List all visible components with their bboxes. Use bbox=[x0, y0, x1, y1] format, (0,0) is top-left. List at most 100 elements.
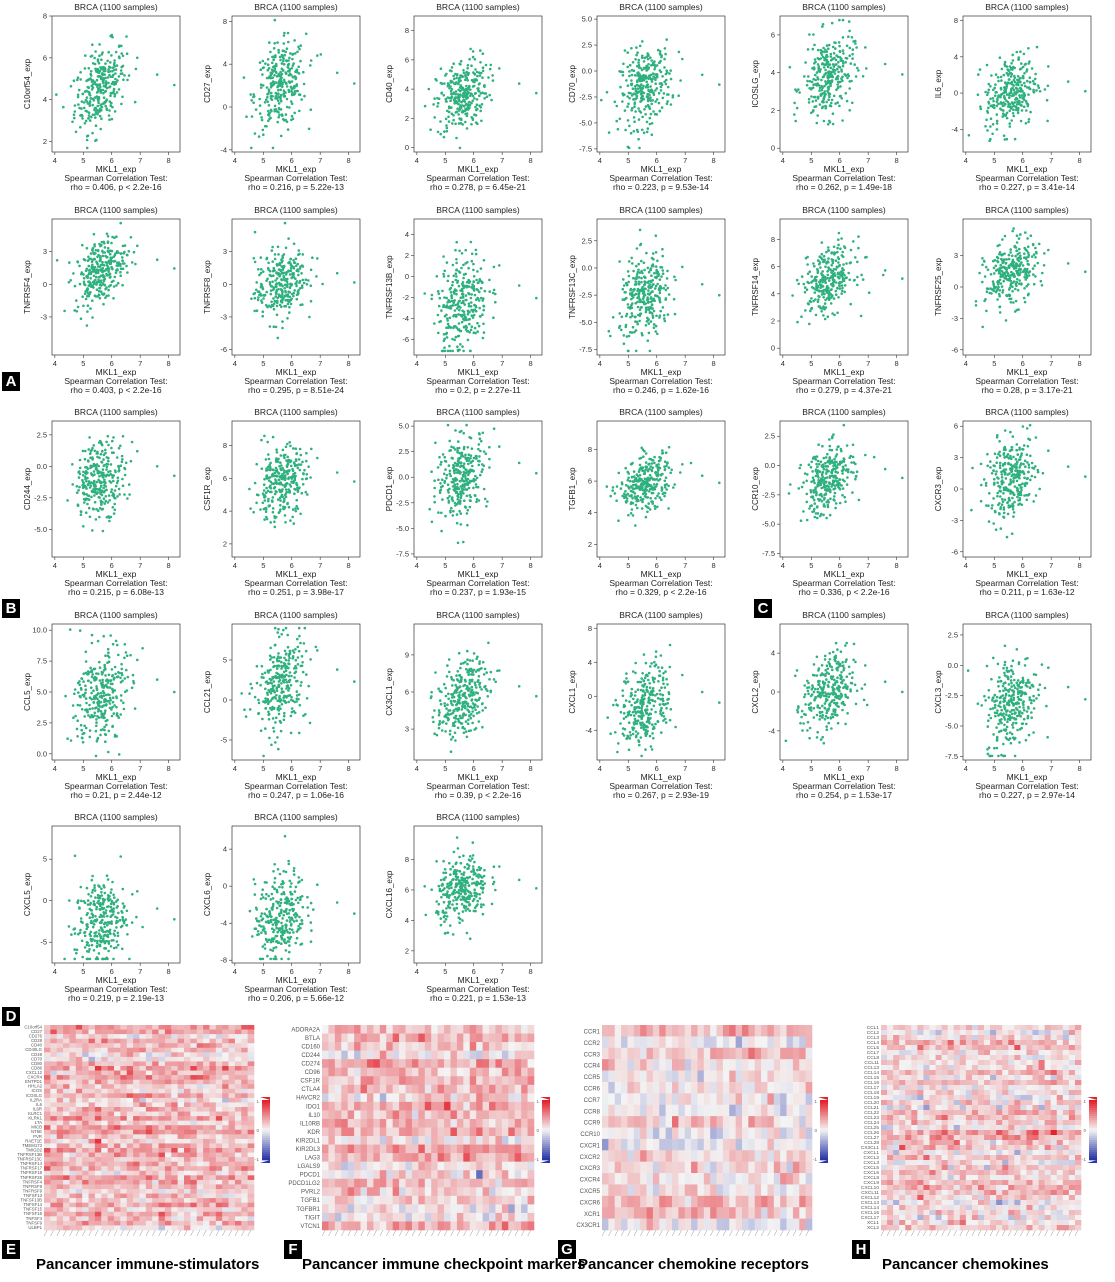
data-point bbox=[652, 91, 655, 94]
data-point bbox=[831, 99, 834, 102]
data-point bbox=[1010, 298, 1013, 301]
x-tick-label: 5 bbox=[626, 156, 630, 165]
data-point bbox=[96, 288, 99, 291]
data-point bbox=[674, 279, 677, 282]
data-point bbox=[483, 259, 486, 262]
data-point bbox=[423, 292, 426, 295]
data-point bbox=[284, 521, 287, 524]
data-point bbox=[443, 270, 446, 273]
data-point bbox=[1001, 238, 1004, 241]
data-point bbox=[100, 503, 103, 506]
data-point bbox=[78, 476, 81, 479]
data-point bbox=[283, 63, 286, 66]
data-point bbox=[838, 282, 841, 285]
data-point bbox=[1010, 280, 1013, 283]
data-point bbox=[267, 498, 270, 501]
data-point bbox=[1033, 283, 1036, 286]
data-point bbox=[457, 83, 460, 86]
y-tick-label: 4 bbox=[223, 507, 227, 516]
data-point bbox=[443, 136, 446, 139]
data-point bbox=[490, 64, 493, 67]
data-point bbox=[1033, 253, 1036, 256]
data-point bbox=[90, 97, 93, 100]
data-point bbox=[115, 235, 118, 238]
data-point bbox=[89, 101, 92, 104]
data-point bbox=[647, 280, 650, 283]
data-point bbox=[102, 508, 105, 511]
scatter-title: BRCA (1100 samples) bbox=[436, 407, 520, 417]
data-point bbox=[475, 501, 478, 504]
data-point bbox=[299, 469, 302, 472]
data-point bbox=[440, 309, 443, 312]
data-point bbox=[826, 260, 829, 263]
data-point bbox=[1026, 260, 1029, 263]
data-point bbox=[275, 482, 278, 485]
data-point bbox=[449, 100, 452, 103]
x-tick-label: 8 bbox=[167, 359, 171, 368]
data-point bbox=[1012, 94, 1015, 97]
data-point bbox=[302, 253, 305, 256]
data-point bbox=[455, 241, 458, 244]
data-point bbox=[864, 256, 867, 259]
data-point bbox=[650, 296, 653, 299]
data-point bbox=[112, 506, 115, 509]
data-point bbox=[658, 102, 661, 105]
data-point bbox=[113, 63, 116, 66]
data-point bbox=[305, 452, 308, 455]
data-point bbox=[100, 109, 103, 112]
data-point bbox=[473, 78, 476, 81]
data-point bbox=[336, 471, 339, 474]
data-point bbox=[86, 147, 89, 150]
data-point bbox=[498, 445, 501, 448]
data-point bbox=[458, 328, 461, 331]
data-point bbox=[99, 284, 102, 287]
data-point bbox=[464, 249, 467, 252]
y-tick-label: -2 bbox=[402, 293, 409, 302]
data-point bbox=[1000, 88, 1003, 91]
data-point bbox=[822, 296, 825, 299]
data-point bbox=[447, 275, 450, 278]
data-point bbox=[98, 84, 101, 87]
data-point bbox=[992, 89, 995, 92]
data-point bbox=[270, 92, 273, 95]
data-point bbox=[837, 65, 840, 68]
data-point bbox=[466, 457, 469, 460]
data-point bbox=[650, 64, 653, 67]
data-point bbox=[77, 504, 80, 507]
data-point bbox=[260, 272, 263, 275]
data-point bbox=[808, 270, 811, 273]
data-point bbox=[287, 237, 290, 240]
data-point bbox=[816, 285, 819, 288]
data-point bbox=[618, 70, 621, 73]
data-point bbox=[295, 510, 298, 513]
data-point bbox=[835, 59, 838, 62]
data-point bbox=[457, 97, 460, 100]
data-point bbox=[306, 283, 309, 286]
data-point bbox=[289, 296, 292, 299]
data-point bbox=[281, 285, 284, 288]
data-point bbox=[981, 257, 984, 260]
y-tick-label: -5.0 bbox=[579, 318, 592, 327]
data-point bbox=[99, 266, 102, 269]
data-point bbox=[291, 67, 294, 70]
data-point bbox=[465, 85, 468, 88]
data-point bbox=[851, 53, 854, 56]
data-point bbox=[106, 463, 109, 466]
data-point bbox=[626, 51, 629, 54]
x-tick-label: 8 bbox=[347, 359, 351, 368]
data-point bbox=[298, 110, 301, 113]
data-point bbox=[457, 89, 460, 92]
data-point bbox=[462, 284, 465, 287]
data-point bbox=[74, 285, 77, 288]
data-point bbox=[460, 297, 463, 300]
data-point bbox=[85, 110, 88, 113]
data-point bbox=[291, 58, 294, 61]
data-point bbox=[624, 490, 627, 493]
data-point bbox=[316, 257, 319, 260]
data-point bbox=[268, 505, 271, 508]
data-point bbox=[468, 85, 471, 88]
data-point bbox=[102, 251, 105, 254]
data-point bbox=[827, 297, 830, 300]
data-point bbox=[1005, 86, 1008, 89]
